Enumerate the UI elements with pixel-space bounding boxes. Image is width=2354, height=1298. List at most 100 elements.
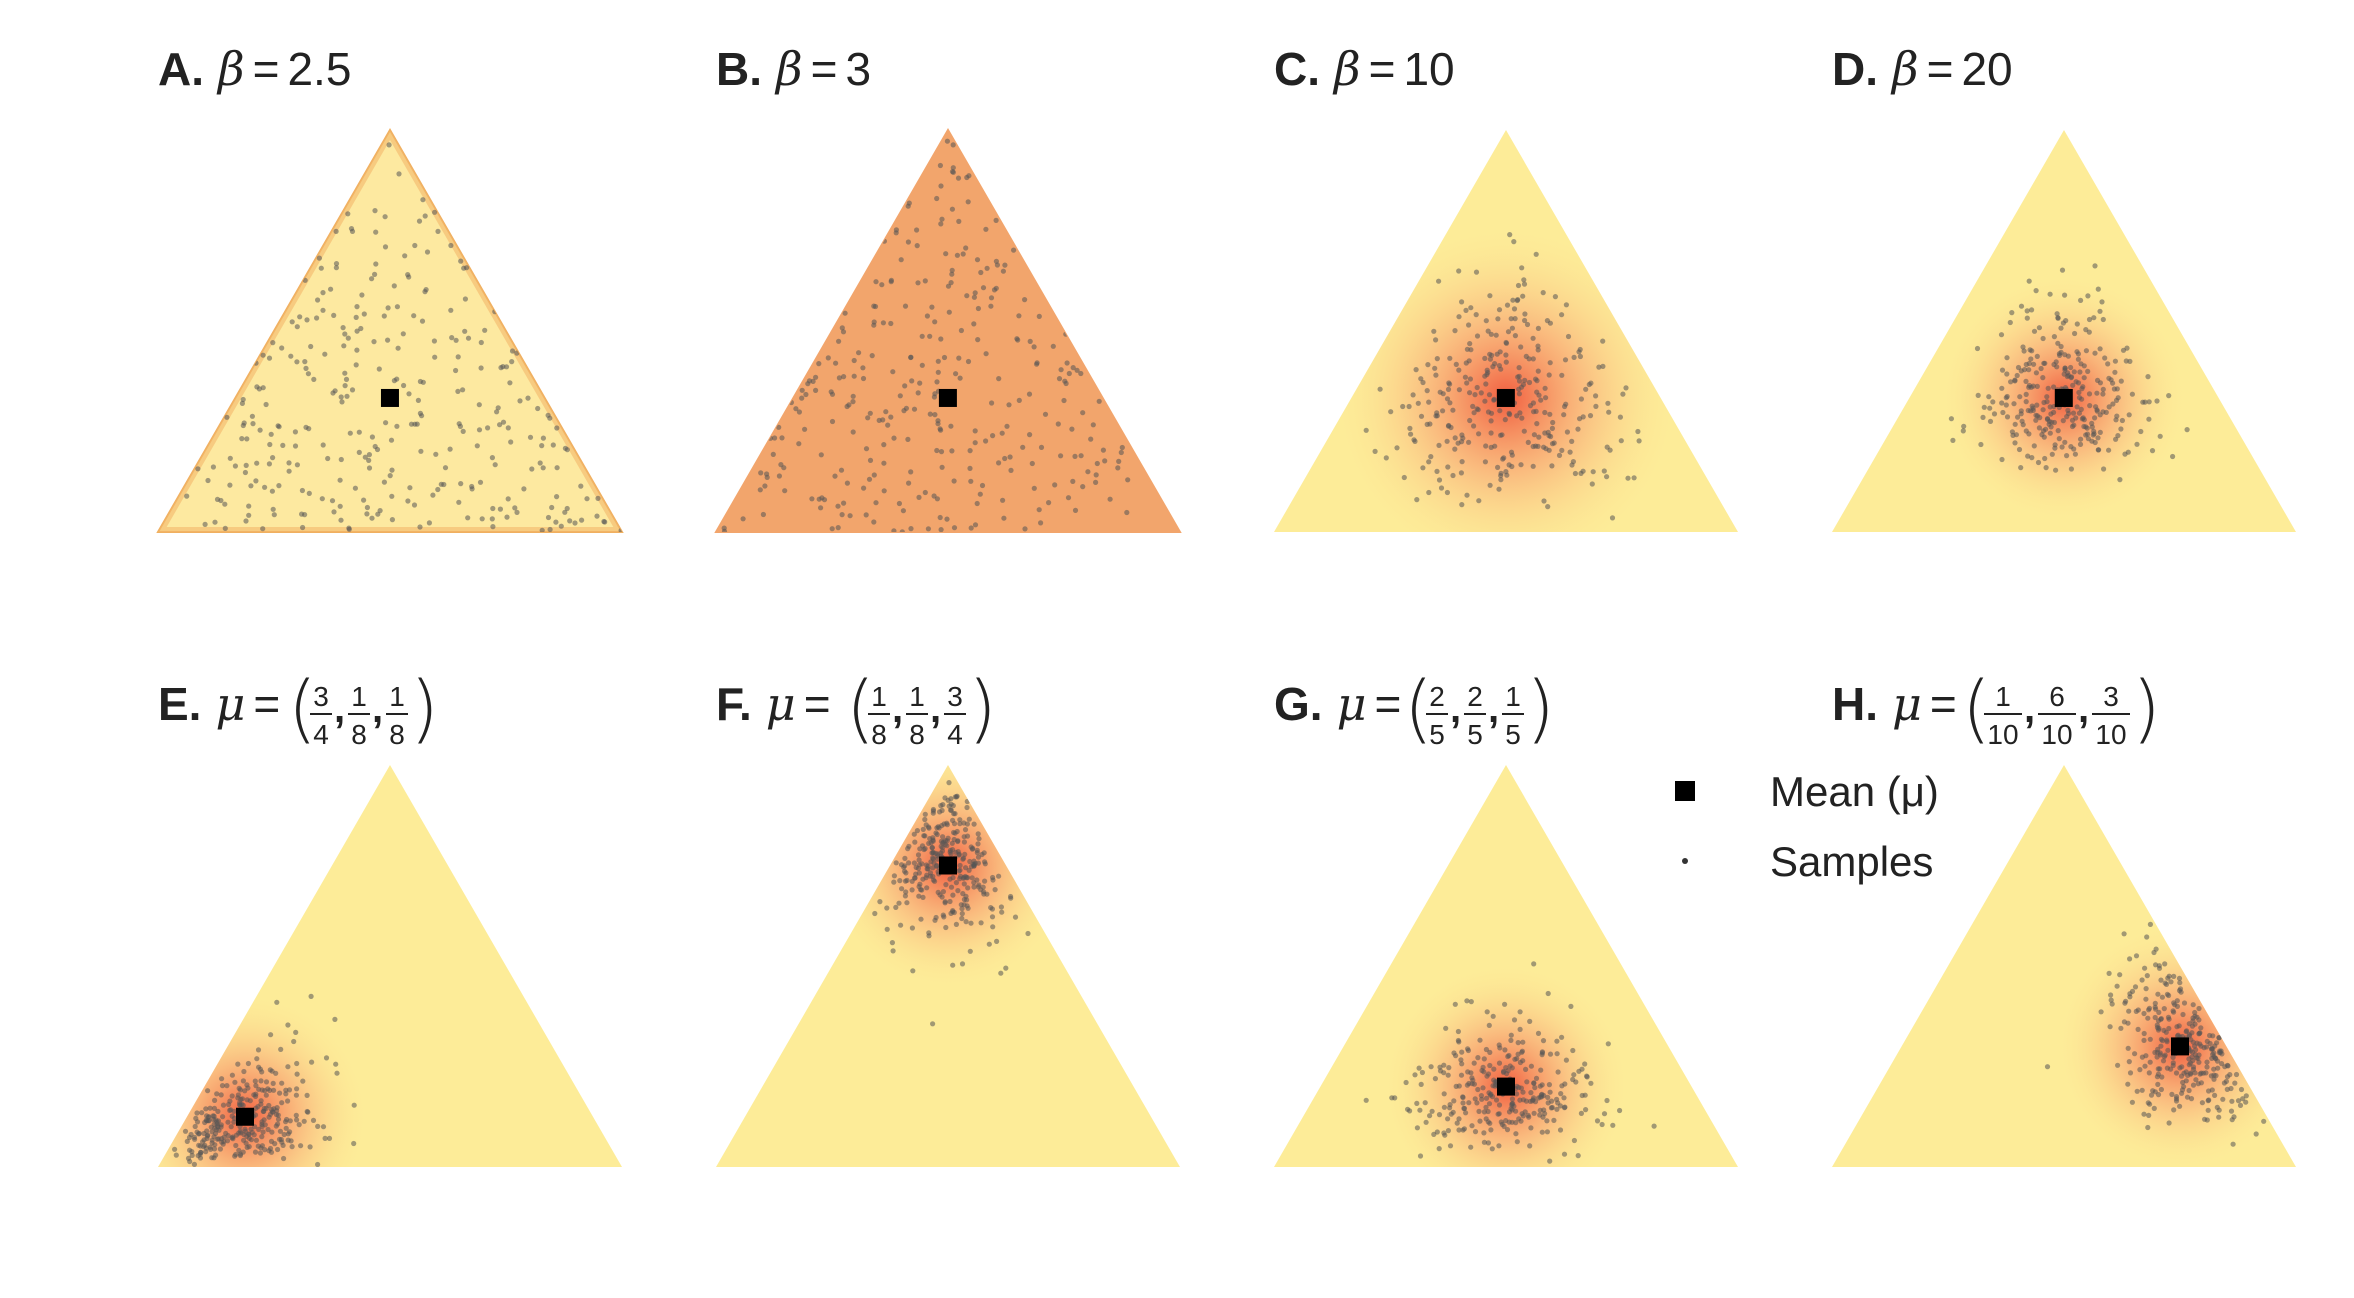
sample-point: [2034, 402, 2040, 408]
sample-point: [1510, 1100, 1516, 1107]
sample-point: [983, 351, 989, 357]
sample-point: [366, 465, 373, 471]
sample-point: [386, 142, 392, 148]
sample-point: [214, 1091, 220, 1097]
sample-point: [2051, 334, 2057, 340]
sample-point: [980, 884, 986, 890]
sample-point: [1469, 1123, 1475, 1129]
sample-point: [1509, 325, 1515, 331]
sample-point: [2015, 414, 2021, 420]
sample-point: [2235, 1098, 2242, 1104]
sample-point: [2186, 1033, 2193, 1039]
sample-point: [829, 418, 836, 425]
sample-point: [243, 1140, 249, 1146]
sample-point: [967, 858, 973, 865]
sample-point: [984, 265, 990, 271]
sample-point: [377, 508, 383, 514]
legend-samples-label: Samples: [1770, 838, 1933, 885]
sample-point: [902, 303, 909, 309]
sample-point: [1042, 411, 1049, 417]
sample-point: [994, 262, 1001, 268]
sample-point: [2170, 453, 2176, 460]
sample-point: [969, 875, 975, 881]
sample-point: [254, 384, 260, 390]
sample-point: [905, 436, 911, 442]
sample-point: [383, 420, 389, 426]
sample-point: [2062, 292, 2068, 298]
sample-point: [1425, 362, 1431, 368]
sample-point: [1512, 333, 1518, 339]
sample-point: [2170, 1062, 2176, 1069]
panel-title: A. β = 2.5: [158, 42, 351, 96]
panel-value: 20: [1961, 43, 2012, 95]
sample-point: [373, 229, 379, 235]
sample-point: [349, 387, 356, 393]
sample-point: [308, 343, 314, 350]
sample-point: [2059, 267, 2066, 273]
sample-point: [369, 276, 375, 282]
sample-point: [2143, 986, 2149, 992]
sample-point: [999, 909, 1005, 915]
sample-point: [1058, 453, 1064, 459]
sample-point: [1431, 328, 1437, 334]
sample-point: [1565, 333, 1572, 340]
sample-point: [332, 1016, 338, 1023]
sample-point: [1498, 366, 1504, 372]
sample-point: [1119, 444, 1125, 451]
sample-point: [243, 462, 249, 468]
sample-point: [972, 440, 978, 446]
sample-point: [1999, 367, 2006, 373]
sample-point: [232, 1079, 238, 1085]
sample-point: [554, 425, 560, 431]
sample-point: [1555, 1069, 1561, 1075]
sample-point: [1545, 504, 1551, 510]
sample-point: [1577, 416, 1583, 422]
sample-point: [342, 383, 348, 389]
sample-point: [372, 208, 378, 214]
sample-point: [359, 292, 365, 298]
sample-point: [1437, 389, 1443, 395]
sample-point: [1502, 1001, 1508, 1007]
simplex-triangle: [714, 127, 1182, 533]
frac-numerator: 1: [351, 681, 367, 712]
mean-marker: [938, 388, 957, 407]
sample-point: [956, 868, 962, 874]
sample-point: [760, 511, 767, 518]
sample-point: [279, 345, 285, 351]
sample-point: [2106, 404, 2112, 410]
sample-point: [2166, 1120, 2172, 1126]
panel-equals: =: [804, 678, 831, 730]
sample-point: [458, 481, 464, 487]
sample-point: [1036, 313, 1042, 319]
sample-point: [1542, 430, 1548, 436]
sample-point: [469, 483, 475, 490]
sample-point: [1441, 1104, 1447, 1110]
sample-point: [1463, 1110, 1469, 1116]
sample-point: [331, 509, 337, 515]
sample-point: [1478, 390, 1484, 396]
sample-point: [1511, 306, 1518, 312]
sample-point: [260, 352, 266, 358]
sample-point: [915, 852, 922, 858]
sample-point: [1495, 316, 1501, 322]
sample-point: [934, 195, 940, 202]
sample-point: [1513, 1120, 1519, 1126]
sample-point: [1436, 477, 1443, 483]
sample-point: [1604, 444, 1610, 450]
sample-point: [562, 509, 568, 515]
sample-point: [981, 850, 987, 856]
sample-point: [2173, 1098, 2180, 1104]
sample-point: [967, 448, 973, 454]
sample-point: [1434, 356, 1440, 362]
sample-point: [2190, 1002, 2196, 1008]
sample-point: [550, 442, 556, 448]
sample-point: [1488, 430, 1494, 436]
sample-point: [240, 1078, 246, 1084]
sample-point: [457, 423, 463, 429]
sample-point: [1452, 446, 1458, 452]
sample-point: [2173, 1070, 2180, 1076]
sample-point: [896, 500, 903, 507]
sample-point: [387, 473, 393, 479]
sample-point: [285, 1131, 291, 1137]
sample-point: [2125, 449, 2131, 455]
